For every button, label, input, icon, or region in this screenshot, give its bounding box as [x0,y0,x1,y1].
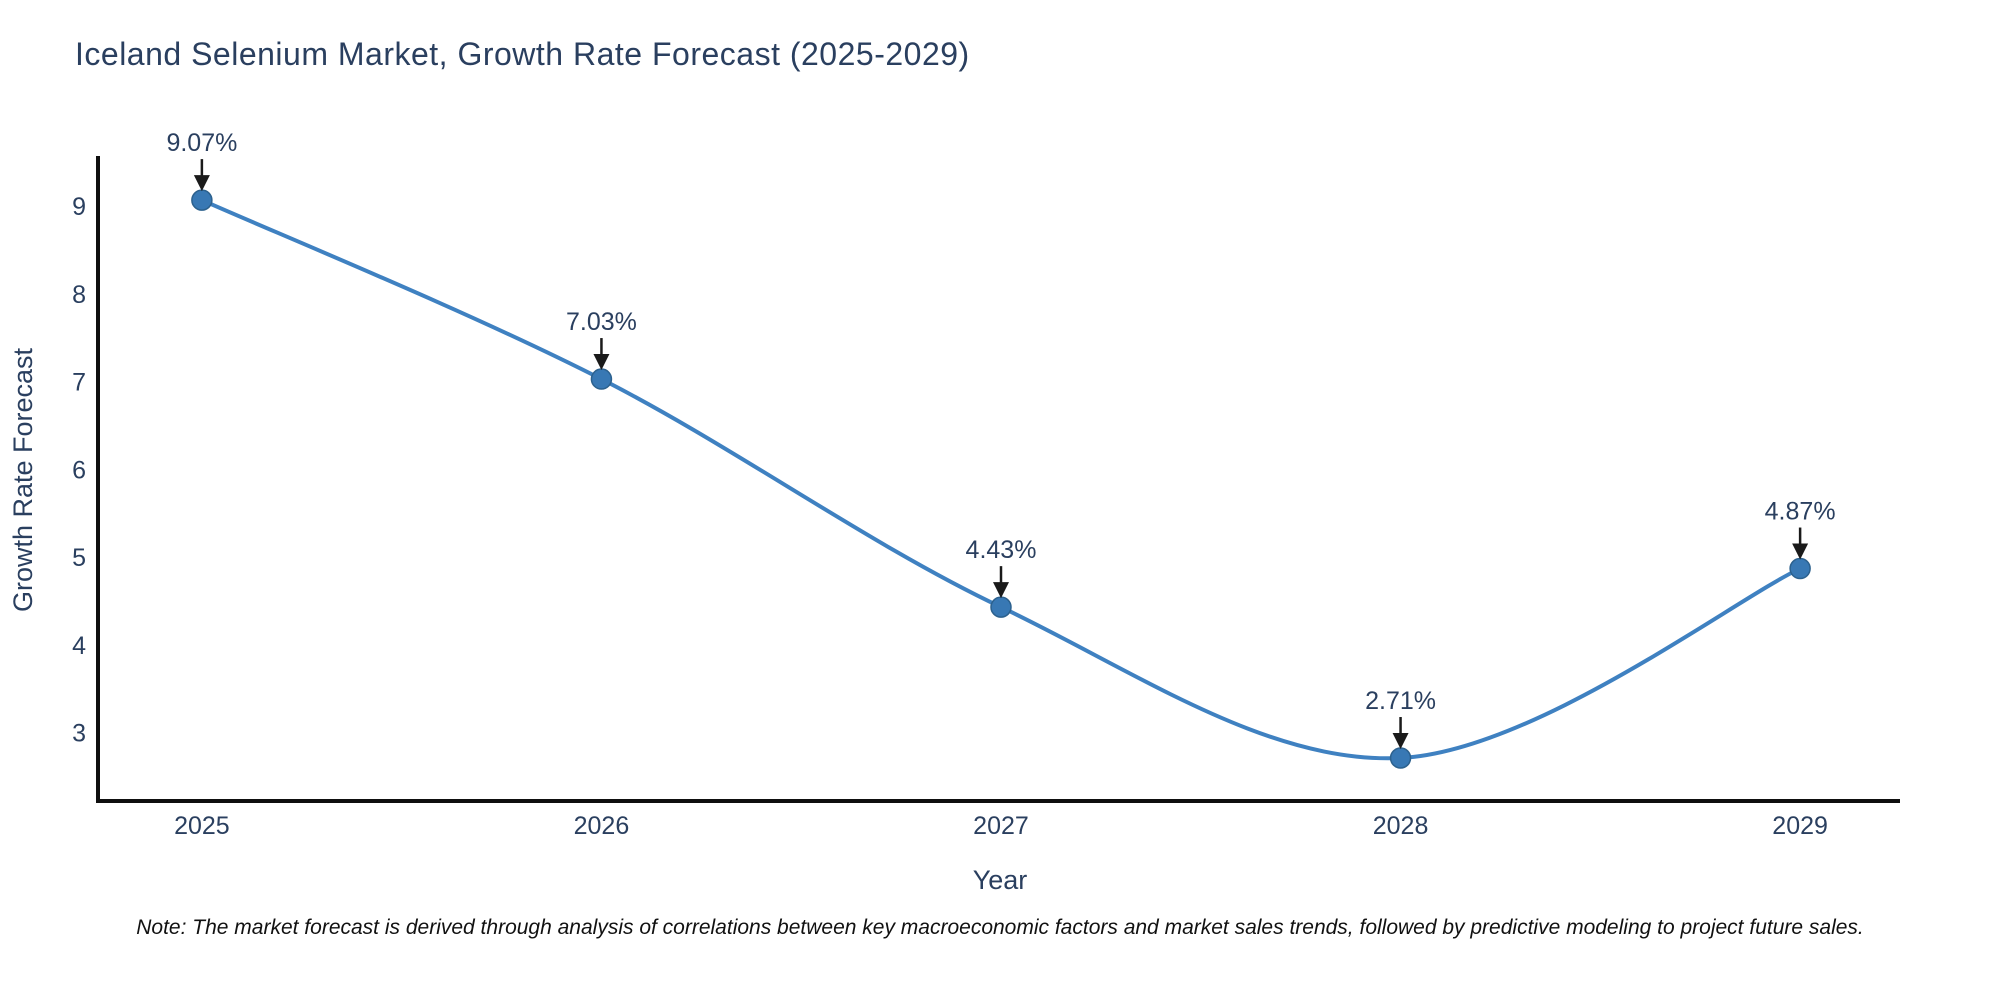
forecast-line [199,198,1803,761]
point-annotation-label: 4.87% [1765,498,1836,526]
y-axis-ticks: 3 4 5 6 7 8 9 [72,193,86,747]
annotation-arrowhead [593,354,610,371]
point-annotation-label: 2.71% [1365,687,1436,715]
annotation-arrowhead [992,582,1009,599]
point-annotation-label: 7.03% [566,308,637,336]
annotation-arrowhead [193,175,210,192]
y-tick-label: 9 [72,193,86,221]
point-annotation-label: 4.43% [966,536,1037,564]
data-point-marker [1789,557,1811,580]
y-axis-title: Growth Rate Forecast [8,347,38,612]
annotations-layer: 9.07% 7.03% 4.43% 2.71% 4.87% [166,129,1836,750]
x-axis-title: Year [973,865,1028,895]
y-tick-label: 3 [72,720,86,748]
series-layer [191,189,1811,769]
data-point-marker [191,189,213,211]
x-tick-label: 2027 [973,812,1029,840]
x-tick-label: 2025 [174,812,230,840]
x-tick-label: 2029 [1772,812,1828,840]
x-axis-ticks: 2025 2026 2027 2028 2029 [174,812,1828,840]
x-tick-label: 2028 [1373,812,1429,840]
y-tick-label: 5 [72,544,86,572]
point-annotation-label: 9.07% [166,129,237,157]
data-point-marker [590,368,613,390]
chart-title: Iceland Selenium Market, Growth Rate For… [75,36,970,72]
data-point-marker [990,596,1012,618]
annotation-arrowhead [1792,543,1809,560]
y-tick-label: 4 [72,632,86,660]
y-tick-label: 8 [72,281,86,309]
y-tick-label: 6 [72,456,86,484]
y-tick-label: 7 [72,369,86,397]
x-tick-label: 2026 [574,812,630,840]
annotation-arrowhead [1392,733,1409,750]
chart-footnote: Note: The market forecast is derived thr… [136,916,1864,939]
data-point-marker [1389,747,1412,769]
